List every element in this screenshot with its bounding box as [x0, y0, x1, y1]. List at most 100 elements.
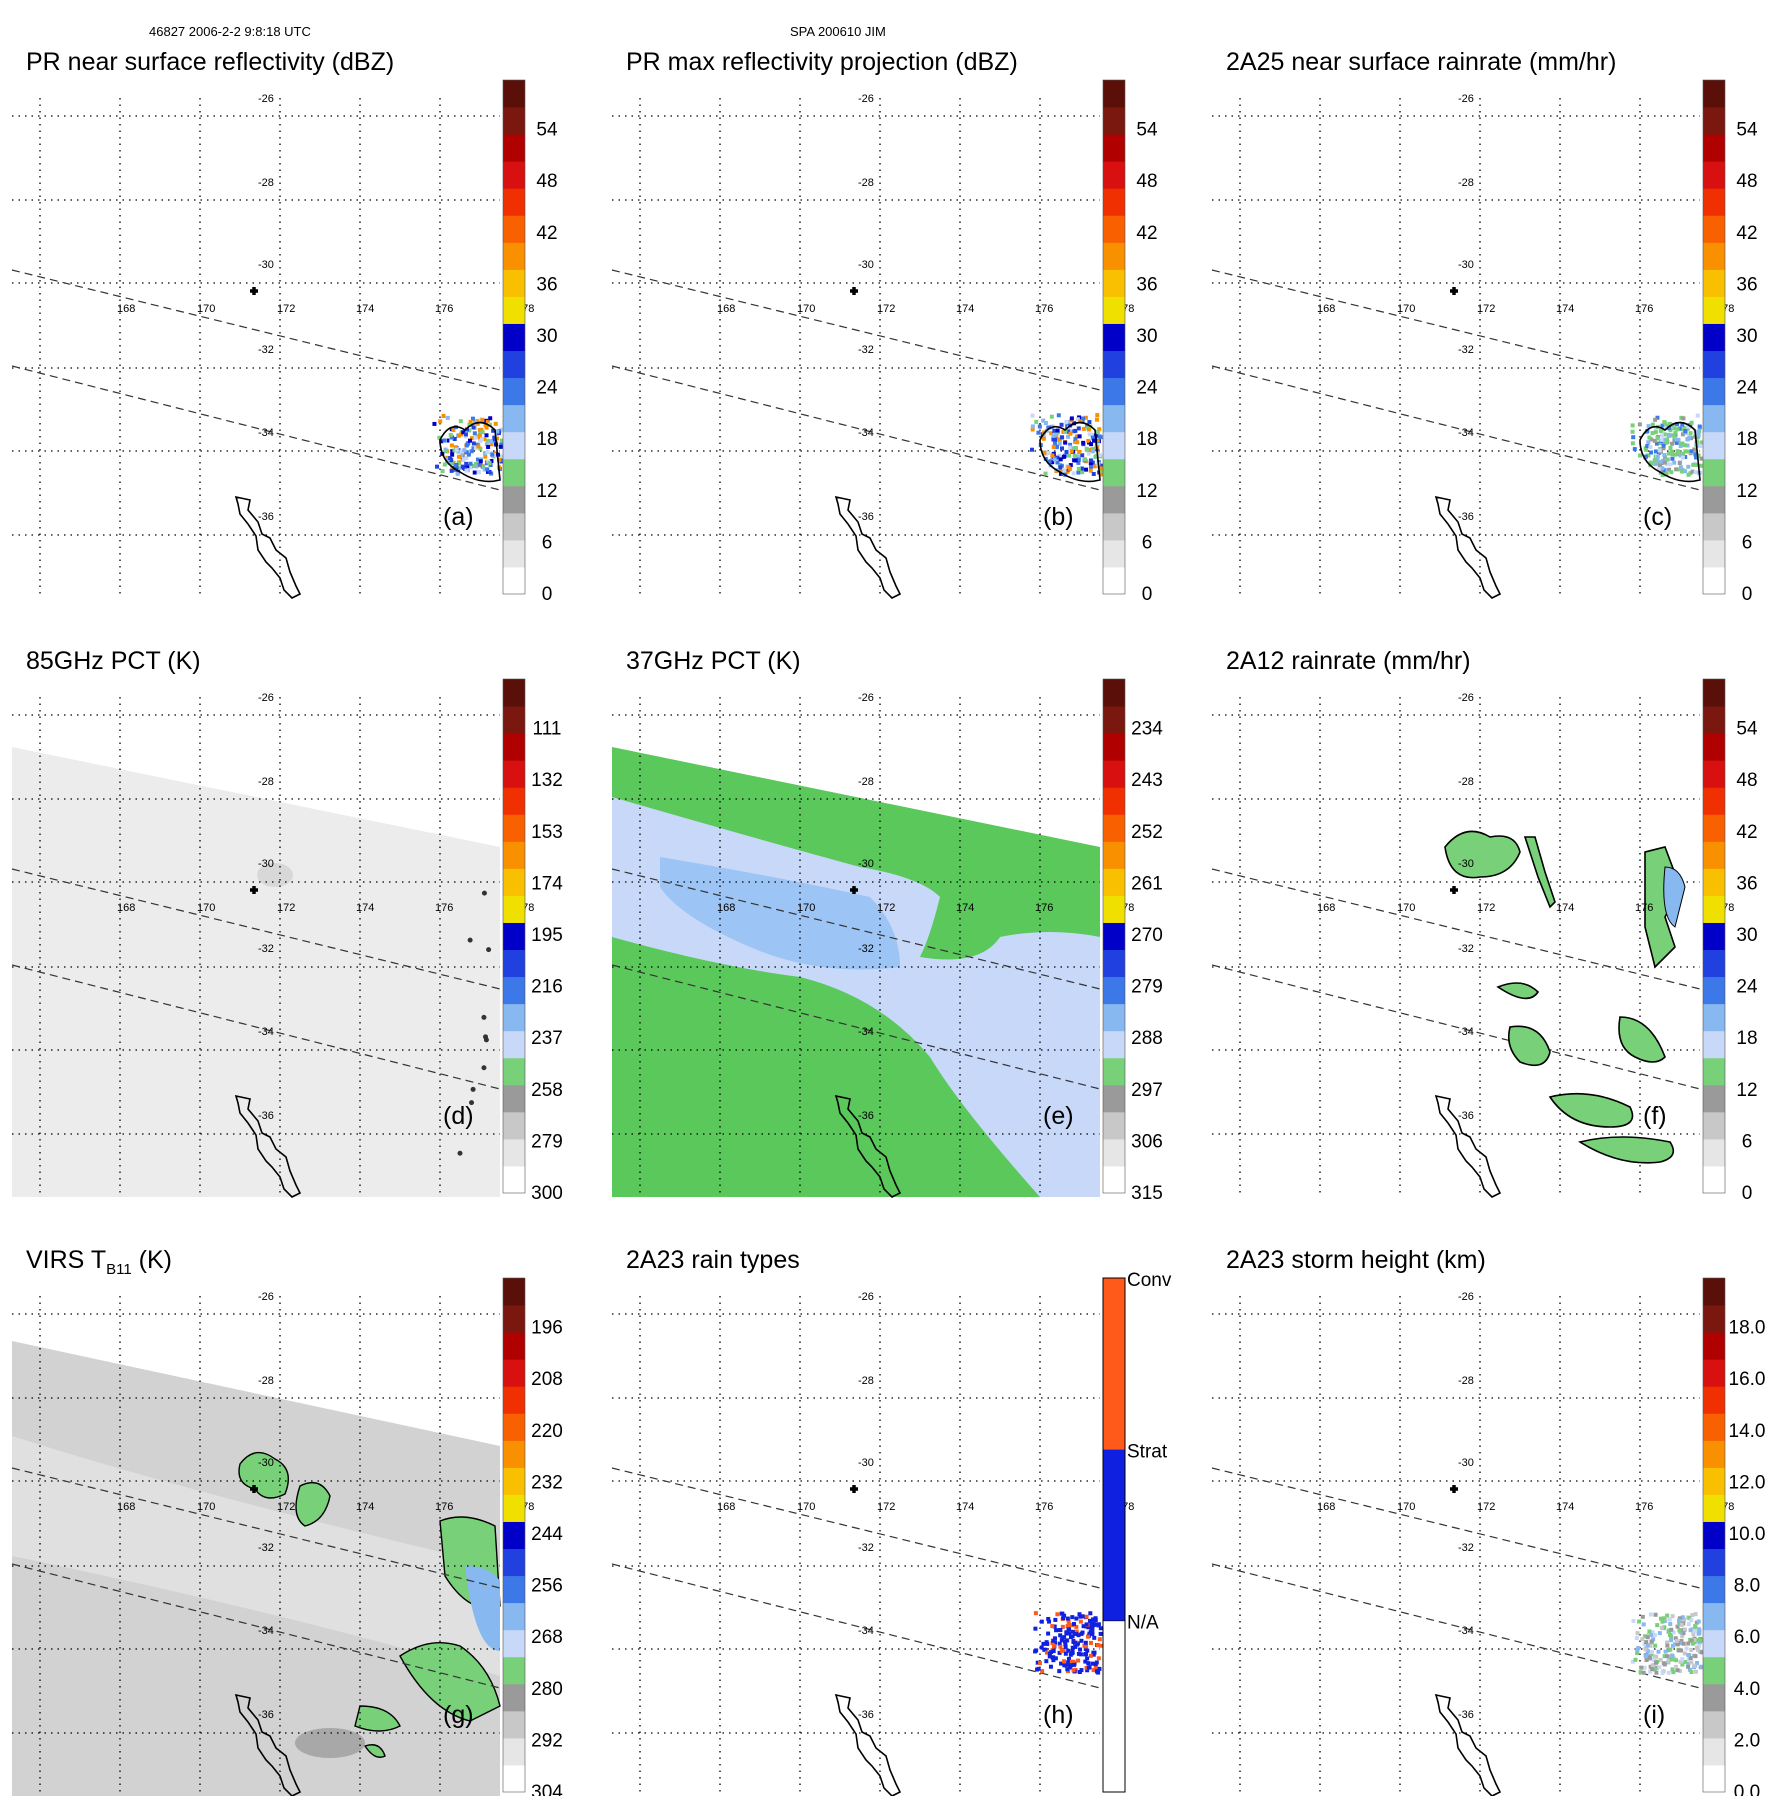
colorbar-segment [503, 1683, 525, 1712]
rain-pixel [1661, 468, 1666, 473]
rain-pixel [1074, 1629, 1079, 1634]
rain-pixel [1057, 1628, 1062, 1633]
lon-tick-label: 172 [277, 303, 295, 315]
rain-pixel [1696, 1648, 1701, 1653]
colorbar-frame [1702, 678, 1726, 1194]
rain-pixel [499, 454, 504, 459]
rain-pixel [1686, 1622, 1691, 1627]
colorbar-segment [503, 976, 525, 1005]
rain-pixel [1647, 1649, 1652, 1654]
colorbar-segment [1103, 760, 1125, 788]
rain-pixel [1091, 472, 1096, 477]
swath-edge-north [611, 1467, 1101, 1589]
lat-tick-label: -34 [1458, 427, 1474, 439]
colorbar-segment [1703, 1057, 1725, 1086]
rain-pixel [459, 454, 464, 459]
panel-f-plot: 168 170 172 174 176 178-26-28-30-32-34-360612… [1211, 678, 1758, 1204]
colorbar-segment [1103, 269, 1125, 297]
rain-pixel [489, 439, 494, 444]
rain-pixel [1662, 1625, 1667, 1630]
cold-pixel [481, 1065, 487, 1071]
rain-pixel [1063, 1642, 1068, 1647]
colorbar-label: 6 [1742, 532, 1753, 553]
lat-tick-label: -36 [258, 1709, 274, 1721]
colorbar-segment [1703, 323, 1725, 352]
colorbar-label: 16.0 [1729, 1369, 1766, 1390]
rain-pixel [1051, 433, 1056, 438]
rain-pixel [1080, 1614, 1085, 1619]
rain-pixel [1653, 1660, 1658, 1665]
rain-pixel [1090, 435, 1095, 440]
rain-pixel [1092, 1635, 1097, 1640]
map-labels: 168 170 172 174 176 178-26-28-30-32-34-36 [717, 692, 1134, 1122]
colorbar-segment [503, 895, 525, 923]
rain-pixel [1635, 1631, 1640, 1636]
rain-pixel [1680, 441, 1685, 446]
colorbar-segment [503, 215, 525, 243]
rain-pixel [1692, 447, 1697, 452]
panel-d: 168 170 172 174 176 178 -26 -28 -30 -32 -34 -36 300 2… [0, 637, 580, 1204]
lon-tick-label: 176 [435, 1501, 453, 1513]
rain-pixel [478, 446, 483, 451]
rain-pixel [1097, 427, 1102, 432]
rain-pixel [1046, 451, 1051, 456]
rain-pixel [1650, 1649, 1655, 1654]
rain-pixel [482, 451, 487, 456]
rain-pixel [1072, 1622, 1077, 1627]
rain-pixel [1646, 1632, 1651, 1637]
colorbar-label: 24 [1136, 378, 1158, 399]
rain-pixel [1065, 1624, 1070, 1629]
rain-pixel [1697, 424, 1702, 429]
lon-tick-label: 170 [797, 303, 815, 315]
rain-pixel [1064, 1663, 1069, 1668]
rain-pixel [1062, 1663, 1067, 1668]
rain-pixel [1689, 1638, 1694, 1643]
rain-pixel [1030, 427, 1035, 432]
lat-tick-label: -32 [1458, 344, 1474, 356]
rain-pixel [1655, 455, 1660, 460]
rain-pixel [484, 442, 489, 447]
lat-tick-label: -34 [1458, 1026, 1474, 1038]
rain-pixel [1680, 455, 1685, 460]
rain-pixel [1088, 1611, 1093, 1616]
rain-pixel [1640, 1614, 1645, 1619]
rain-pixel [1067, 1631, 1072, 1636]
rain-pixel [1071, 1668, 1076, 1673]
colorbar-segment [1103, 895, 1125, 923]
panel-e-title: 37GHz PCT (K) [626, 647, 801, 675]
rain-pixel [1055, 428, 1060, 433]
colorbar-segment [503, 1359, 525, 1387]
rain-pixel [451, 428, 456, 433]
rain-pixel [1689, 1670, 1694, 1675]
rain-pixel [490, 452, 495, 457]
colorbar-segment [1703, 1030, 1725, 1059]
rain-pixel [1081, 440, 1086, 445]
rain-pixel [1089, 442, 1094, 447]
colorbar-segment [1103, 1057, 1125, 1086]
rain-cells [1630, 413, 1704, 483]
map-labels: 168 170 172 174 176 178-26-28-30-32-34-36 [117, 692, 534, 1122]
rain-pixel [1073, 439, 1078, 444]
colorbar-segment [503, 1521, 525, 1550]
plus-marker-icon [850, 886, 858, 894]
rain-pixel [1060, 1636, 1065, 1641]
colorbar-segment [1103, 1165, 1125, 1194]
rain-pixel [1648, 445, 1653, 450]
swath-edges [11, 269, 501, 491]
rain-pixel [1639, 1665, 1644, 1670]
lat-tick-label: -26 [858, 692, 874, 704]
colorbar-segment [1103, 296, 1125, 324]
rain-pixel [1653, 427, 1658, 432]
rain-pixel [432, 421, 437, 426]
new-zealand-coastline [834, 1094, 902, 1198]
map-base [612, 697, 1100, 1197]
colorbar-label: 48 [1136, 171, 1157, 192]
rain-pixel [471, 441, 476, 446]
colorbar-label: 54 [1736, 120, 1758, 141]
colorbar-segment [503, 539, 525, 568]
lon-tick-label: 176 [1035, 1501, 1053, 1513]
rain-pixel [1050, 1640, 1055, 1645]
rain-pixel [497, 458, 502, 463]
colorbar: N/A Strat Conv [1102, 1270, 1172, 1793]
rain-pixel [1641, 1622, 1646, 1627]
